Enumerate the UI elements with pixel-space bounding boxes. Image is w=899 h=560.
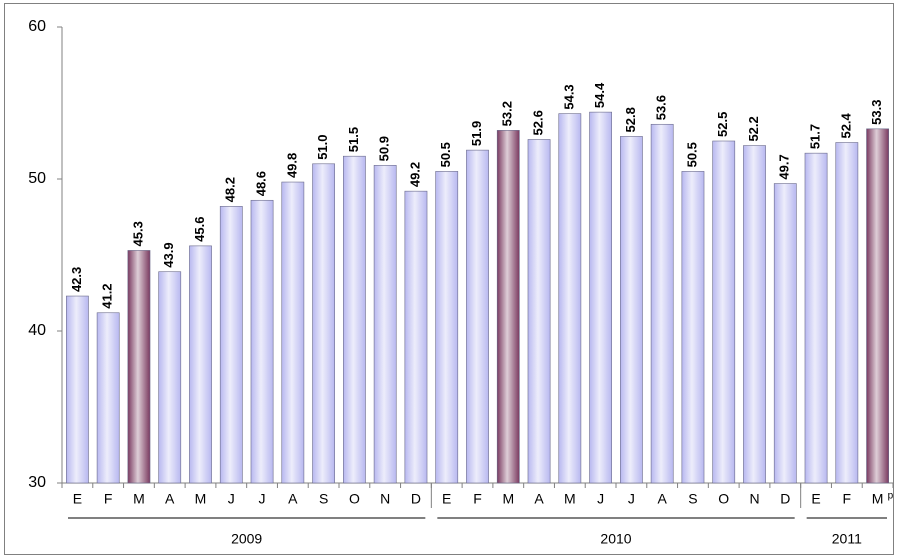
bar <box>835 142 859 484</box>
x-tick-label: J <box>597 491 604 507</box>
value-label: 49.8 <box>284 153 299 178</box>
x-tick-label: O <box>718 491 729 507</box>
bar <box>219 206 243 484</box>
value-label: 50.9 <box>377 136 392 161</box>
category-note: p <box>888 491 894 502</box>
x-tick-label: A <box>657 491 667 507</box>
x-tick-label: M <box>872 491 884 507</box>
group-label: 2010 <box>600 531 631 547</box>
bar <box>435 171 459 484</box>
y-tick-label: 50 <box>28 170 46 187</box>
value-label: 41.2 <box>100 283 115 308</box>
bar <box>158 271 182 484</box>
value-label: 54.3 <box>561 84 576 109</box>
bar <box>681 171 705 484</box>
value-label: 45.6 <box>192 217 207 242</box>
x-tick-label: M <box>564 491 576 507</box>
bar <box>773 183 797 484</box>
x-tick-label: F <box>473 491 482 507</box>
bar <box>650 123 674 484</box>
value-label: 54.4 <box>592 82 607 108</box>
value-label: 52.4 <box>838 112 853 138</box>
bar <box>496 130 520 484</box>
value-label: 51.9 <box>469 121 484 146</box>
bar <box>343 155 366 484</box>
x-tick-label: J <box>228 491 235 507</box>
value-label: 45.3 <box>130 221 145 246</box>
bar <box>527 139 551 484</box>
x-tick-label: J <box>628 491 635 507</box>
bar <box>373 165 397 484</box>
bar <box>281 181 305 484</box>
x-tick-label: A <box>165 491 175 507</box>
bar <box>743 145 766 484</box>
value-label: 48.2 <box>223 177 238 202</box>
bar <box>589 111 612 484</box>
x-tick-label: E <box>811 491 820 507</box>
group-label: 2009 <box>231 531 262 547</box>
value-label: 43.9 <box>161 242 176 267</box>
x-tick-label: S <box>688 491 697 507</box>
x-tick-label: D <box>411 491 421 507</box>
value-label: 42.3 <box>69 267 84 292</box>
bar <box>558 113 582 484</box>
bar <box>620 136 643 484</box>
value-label: 51.7 <box>807 124 822 149</box>
value-label: 49.2 <box>407 162 422 187</box>
value-label: 50.5 <box>438 142 453 167</box>
x-tick-label: E <box>73 491 82 507</box>
x-tick-label: F <box>843 491 852 507</box>
value-label: 51.0 <box>315 134 330 159</box>
value-label: 50.5 <box>684 142 699 167</box>
bar <box>250 199 274 484</box>
x-tick-label: N <box>380 491 390 507</box>
value-label: 52.6 <box>530 110 545 135</box>
y-tick-label: 60 <box>28 18 46 35</box>
value-label: 53.6 <box>654 95 669 120</box>
x-tick-label: M <box>195 491 207 507</box>
x-tick-label: E <box>442 491 451 507</box>
x-tick-label: J <box>259 491 266 507</box>
value-label: 49.7 <box>777 154 792 179</box>
group-label: 2011 <box>832 531 862 547</box>
x-tick-label: F <box>104 491 113 507</box>
x-tick-label: A <box>288 491 298 507</box>
bar <box>189 245 212 484</box>
bar <box>712 140 736 484</box>
bar <box>127 250 151 484</box>
value-label: 52.5 <box>715 112 730 137</box>
bar <box>66 295 89 484</box>
value-label: 52.8 <box>623 107 638 132</box>
x-tick-label: A <box>534 491 544 507</box>
bar <box>312 163 335 484</box>
value-label: 48.6 <box>253 171 268 196</box>
x-tick-label: M <box>133 491 145 507</box>
frame <box>4 3 894 555</box>
value-label: 53.2 <box>500 101 515 126</box>
bar <box>404 190 428 484</box>
bar <box>96 312 120 484</box>
value-label: 52.2 <box>746 116 761 141</box>
x-tick-label: N <box>749 491 759 507</box>
bar <box>466 149 489 484</box>
bar <box>804 152 828 484</box>
x-tick-label: S <box>319 491 328 507</box>
y-tick-label: 30 <box>28 474 46 491</box>
x-tick-label: M <box>502 491 514 507</box>
x-tick-label: D <box>780 491 790 507</box>
value-label: 53.3 <box>869 100 884 125</box>
x-tick-label: O <box>349 491 360 507</box>
y-tick-label: 40 <box>28 322 46 339</box>
value-label: 51.5 <box>346 127 361 152</box>
bar <box>866 128 889 484</box>
